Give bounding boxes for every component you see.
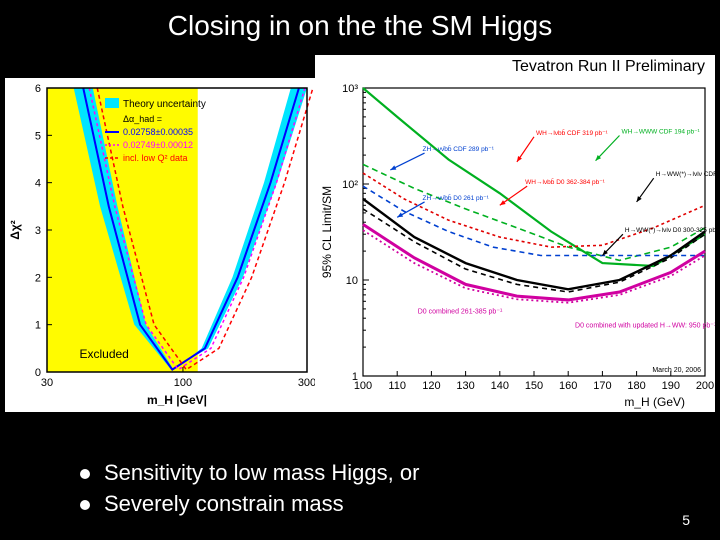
svg-text:H→WW(*)→lνlν D0 300-325 pb⁻¹: H→WW(*)→lνlν D0 300-325 pb⁻¹ — [625, 227, 715, 234]
svg-text:100: 100 — [174, 377, 192, 389]
svg-text:190: 190 — [662, 380, 680, 392]
svg-text:6: 6 — [35, 83, 41, 95]
bullet-item: Severely constrain mass — [80, 489, 419, 520]
svg-text:incl. low Q² data: incl. low Q² data — [123, 153, 188, 163]
svg-text:m_H (GeV): m_H (GeV) — [624, 395, 685, 409]
svg-text:m_H |GeV|: m_H |GeV| — [147, 393, 207, 407]
svg-text:March 20, 2006: March 20, 2006 — [652, 367, 701, 374]
svg-text:Δα_had =: Δα_had = — [123, 114, 162, 124]
svg-text:WH→lνbb̄ CDF 319 pb⁻¹: WH→lνbb̄ CDF 319 pb⁻¹ — [536, 129, 609, 137]
svg-text:10: 10 — [346, 275, 358, 287]
svg-text:0.02749±0.00012: 0.02749±0.00012 — [123, 140, 193, 150]
chi2-chart: 012345630100300m_H |GeV|Δχ²ExcludedTheor… — [5, 78, 315, 412]
bullet-dot-icon — [80, 500, 90, 510]
slide-title: Closing in on the the SM Higgs — [0, 0, 720, 48]
svg-text:0.02758±0.00035: 0.02758±0.00035 — [123, 127, 193, 137]
svg-text:2: 2 — [35, 272, 41, 284]
svg-text:300: 300 — [298, 377, 315, 389]
bullet-text: Sensitivity to low mass Higgs, or — [104, 458, 419, 489]
svg-text:140: 140 — [491, 380, 509, 392]
bullet-list: Sensitivity to low mass Higgs, or Severe… — [80, 458, 419, 520]
svg-text:4: 4 — [35, 178, 41, 190]
bullet-item: Sensitivity to low mass Higgs, or — [80, 458, 419, 489]
svg-text:10³: 10³ — [342, 83, 358, 95]
charts-container: 012345630100300m_H |GeV|Δχ²ExcludedTheor… — [5, 78, 715, 412]
svg-text:D0 combined with updated H→WW: D0 combined with updated H→WW: 950 pb⁻¹ — [575, 323, 715, 330]
svg-text:120: 120 — [422, 380, 440, 392]
svg-text:95% CL Limit/SM: 95% CL Limit/SM — [320, 186, 334, 278]
svg-text:Theory uncertainty: Theory uncertainty — [123, 99, 206, 110]
limit-chart: 10011012013014015016017018019020011010²1… — [315, 78, 715, 412]
svg-text:WH→lνbb̄ D0 362-384 pb⁻¹: WH→lνbb̄ D0 362-384 pb⁻¹ — [525, 178, 605, 186]
svg-text:H→WW(*)→lνlν CDF 360 pb⁻¹: H→WW(*)→lνlν CDF 360 pb⁻¹ — [656, 171, 715, 178]
svg-text:Δχ²: Δχ² — [8, 220, 22, 240]
svg-text:170: 170 — [593, 380, 611, 392]
svg-text:180: 180 — [627, 380, 645, 392]
svg-text:5: 5 — [35, 130, 41, 142]
svg-text:ZH→νν̄bb̄ D0 261 pb⁻¹: ZH→νν̄bb̄ D0 261 pb⁻¹ — [423, 194, 490, 202]
svg-text:ZH→νν̄bb̄ CDF 289 pb⁻¹: ZH→νν̄bb̄ CDF 289 pb⁻¹ — [423, 145, 495, 153]
svg-text:130: 130 — [456, 380, 474, 392]
slide-number: 5 — [682, 512, 690, 528]
bullet-text: Severely constrain mass — [104, 489, 344, 520]
svg-text:1: 1 — [35, 320, 41, 332]
svg-text:160: 160 — [559, 380, 577, 392]
svg-text:D0 combined 261-385 pb⁻¹: D0 combined 261-385 pb⁻¹ — [418, 308, 503, 315]
slide-subtitle: Tevatron Run II Preliminary — [315, 55, 715, 79]
svg-text:Excluded: Excluded — [79, 347, 128, 361]
svg-text:1: 1 — [352, 371, 358, 383]
svg-text:3: 3 — [35, 225, 41, 237]
svg-text:110: 110 — [388, 380, 406, 392]
svg-text:30: 30 — [41, 377, 53, 389]
bullet-dot-icon — [80, 469, 90, 479]
svg-text:150: 150 — [525, 380, 543, 392]
svg-text:200: 200 — [696, 380, 714, 392]
svg-text:10²: 10² — [342, 179, 358, 191]
svg-text:WH→WWW CDF 194 pb⁻¹: WH→WWW CDF 194 pb⁻¹ — [622, 129, 701, 136]
